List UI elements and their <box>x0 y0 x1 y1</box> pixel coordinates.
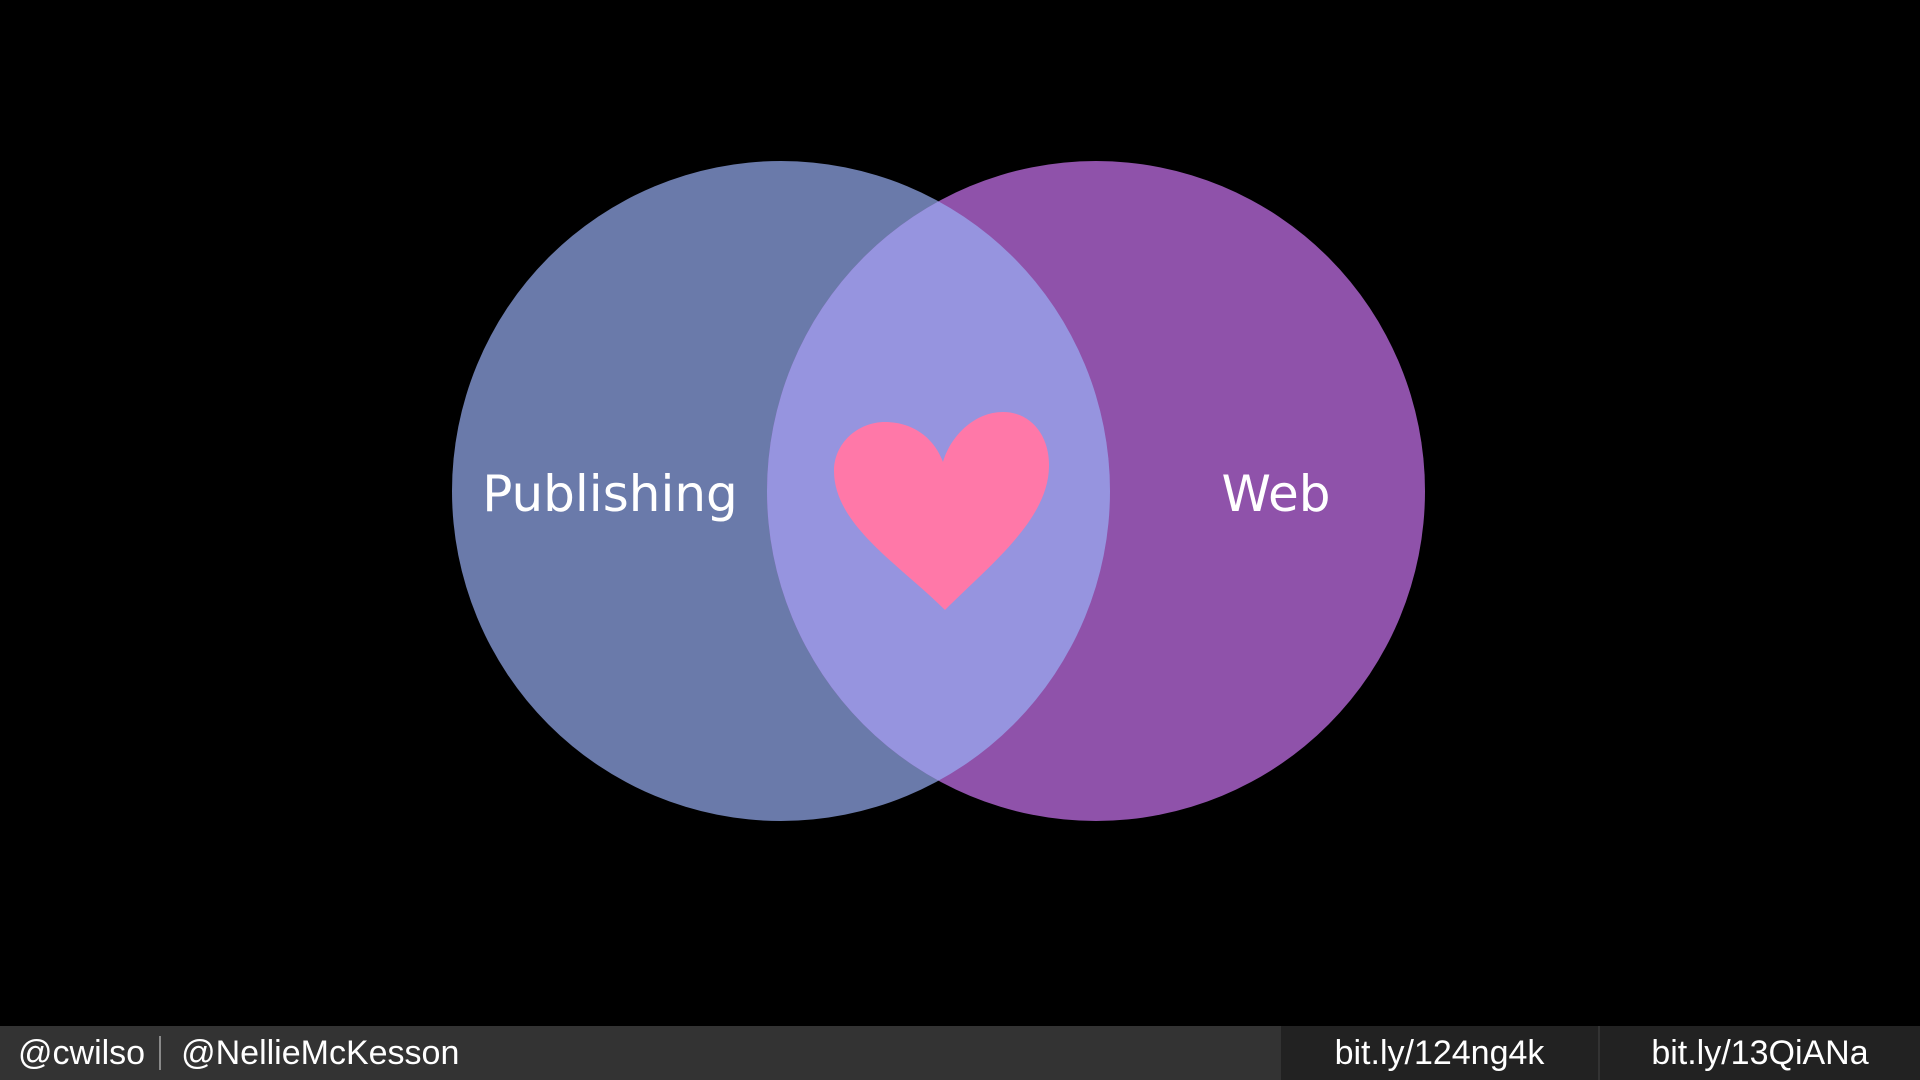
web-label: Web <box>1221 465 1330 523</box>
twitter-handle-cwilso[interactable]: @cwilso <box>18 1033 146 1072</box>
short-link-2[interactable]: bit.ly/13QiANa <box>1651 1033 1869 1072</box>
short-link-1[interactable]: bit.ly/124ng4k <box>1334 1033 1545 1072</box>
link-box-2: bit.ly/13QiANa <box>1600 1026 1920 1080</box>
link-box-1: bit.ly/124ng4k <box>1281 1026 1598 1080</box>
handle-divider <box>159 1036 162 1070</box>
twitter-handle-nellie[interactable]: @NellieMcKesson <box>181 1033 460 1072</box>
overlap-region <box>767 161 1110 821</box>
venn-diagram: Publishing Web <box>452 161 1425 821</box>
slide: Publishing Web <box>452 161 1425 821</box>
publishing-label: Publishing <box>482 465 738 523</box>
footer-bar: @cwilso @NellieMcKesson bit.ly/124ng4k b… <box>0 1026 1920 1080</box>
heart-icon <box>834 412 1050 610</box>
